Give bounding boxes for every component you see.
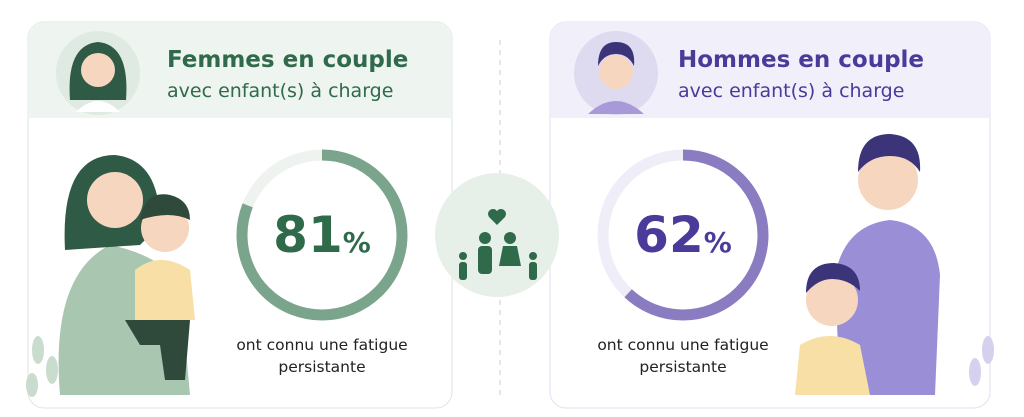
- card-title: Hommes en couple: [678, 47, 924, 73]
- donut-arc: [236, 149, 408, 321]
- card-subtitle: avec enfant(s) à charge: [167, 80, 393, 102]
- avatar-face: [599, 55, 633, 89]
- family-icon-bg: [435, 173, 559, 297]
- caption: persistante: [639, 358, 726, 376]
- avatar-face: [81, 53, 115, 87]
- value-unit: %: [704, 226, 732, 259]
- family-icon: [459, 209, 537, 280]
- donut-value: 81%: [273, 206, 371, 264]
- leaves: [26, 336, 994, 397]
- caption: ont connu une fatigue: [236, 336, 407, 354]
- caption: ont connu une fatigue: [597, 336, 768, 354]
- card-subtitle: avec enfant(s) à charge: [678, 80, 904, 102]
- illustration-mother: [58, 155, 195, 395]
- card-title: Femmes en couple: [167, 47, 408, 73]
- avatar-hair: [598, 42, 635, 66]
- illustration-father: [795, 134, 940, 395]
- value-number: 62: [634, 206, 704, 264]
- caption: persistante: [278, 358, 365, 376]
- donut-arc: [597, 149, 769, 321]
- value-unit: %: [343, 226, 371, 259]
- value-number: 81: [273, 206, 343, 264]
- donut-value: 62%: [634, 206, 732, 264]
- avatar-body: [76, 101, 120, 112]
- avatar-body: [588, 101, 644, 114]
- card-header: [550, 22, 990, 118]
